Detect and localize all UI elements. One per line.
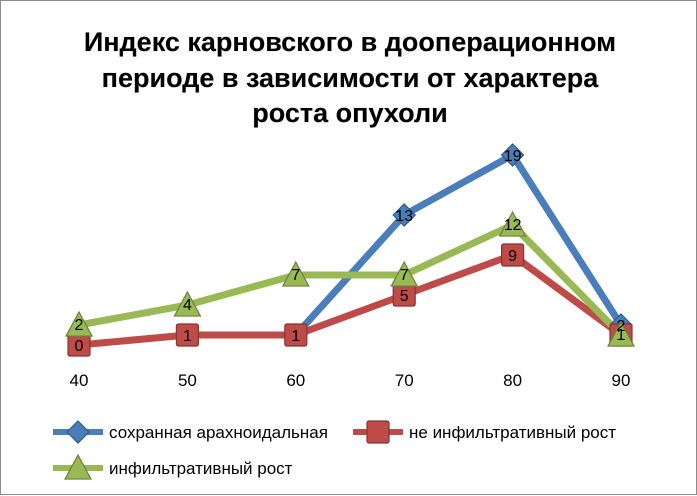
data-label: 2 xyxy=(617,318,626,335)
legend: сохранная арахноидальная не инфильтративн… xyxy=(53,420,616,480)
data-point-marker xyxy=(501,243,525,267)
data-point-marker xyxy=(173,290,202,317)
x-tick-label: 40 xyxy=(70,371,89,390)
x-tick-label: 60 xyxy=(286,371,305,390)
data-point-marker xyxy=(500,143,525,167)
chart-title-line: периоде в зависимости от характера xyxy=(102,63,600,93)
series-line-2 xyxy=(75,251,625,349)
legend-marker-icon xyxy=(66,420,90,444)
data-label: 1 xyxy=(617,327,626,344)
x-tick-label: 80 xyxy=(503,371,522,390)
legend-marker-icon xyxy=(366,420,390,444)
chart-title: Индекс карновского в дооперационном перио… xyxy=(84,27,617,129)
data-label: 0 xyxy=(75,338,84,355)
chart-title-line: роста опухоли xyxy=(252,98,447,128)
data-label: 1 xyxy=(291,328,300,345)
data-label: 5 xyxy=(400,288,409,305)
legend-label: не инфильтративный рост xyxy=(409,423,616,442)
x-tick-label: 50 xyxy=(178,371,197,390)
x-tick-label: 70 xyxy=(395,371,414,390)
data-label: 7 xyxy=(400,267,409,284)
series-line-3 xyxy=(75,221,625,339)
chart-title-line: Индекс карновского в дооперационном xyxy=(84,27,616,57)
data-point-marker xyxy=(175,323,199,347)
data-point-marker xyxy=(64,310,94,337)
data-point-marker xyxy=(284,323,308,347)
data-labels: 13 19 2 0 1 1 5 9 2 4 7 7 12 1 xyxy=(75,148,626,355)
data-point-marker xyxy=(390,260,419,287)
series-lines xyxy=(75,151,625,349)
data-label: 4 xyxy=(183,297,192,314)
data-point-marker xyxy=(606,320,636,347)
data-label: 1 xyxy=(183,328,192,345)
data-point-marker xyxy=(498,210,527,237)
data-label: 7 xyxy=(291,267,300,284)
data-label: 12 xyxy=(504,217,522,234)
data-point-marker xyxy=(392,203,417,227)
series-markers xyxy=(64,143,636,357)
data-point-marker xyxy=(281,260,310,287)
data-label: 13 xyxy=(395,208,413,225)
data-label: 19 xyxy=(504,148,522,165)
legend-label: инфильтративный рост xyxy=(109,459,293,478)
x-tick-label: 90 xyxy=(612,371,631,390)
series-line-1 xyxy=(292,151,625,339)
x-axis-tick-labels: 40 50 60 70 80 90 xyxy=(70,371,631,390)
data-label: 2 xyxy=(75,317,84,334)
legend-marker-icon xyxy=(63,453,93,480)
legend-label: сохранная арахноидальная xyxy=(109,423,328,442)
data-label: 9 xyxy=(508,248,517,265)
